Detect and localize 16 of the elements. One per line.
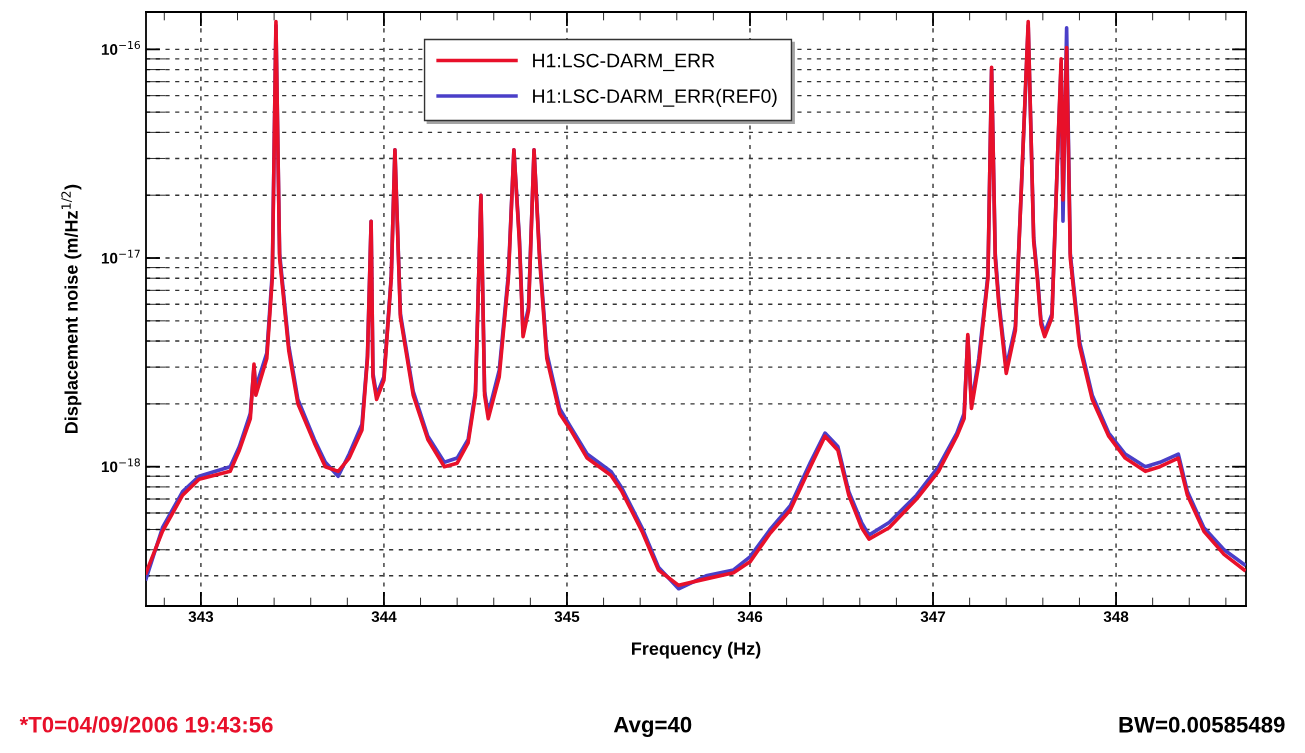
y-tick-label: 10$^{−18}$ (101, 458, 140, 473)
y-tick-label: 10$^{−17}$ (101, 249, 140, 264)
x-tick-label: 348 (1103, 611, 1129, 623)
legend-label: H1:LSC-DARM_ERR(REF0) (533, 88, 777, 107)
x-tick-label: 345 (554, 611, 580, 623)
y-tick-label: 10$^{−16}$ (101, 40, 140, 55)
text: Avg=40 (613, 716, 692, 737)
legend-label: H1:LSC-DARM_ERR (533, 53, 715, 72)
text: *T0=04/09/2006 19:43:56 (19, 716, 273, 733)
text: BW=0.00585489 (1119, 716, 1285, 733)
x-axis-title: Frequency (Hz) (632, 641, 761, 659)
x-tick-label: 344 (371, 611, 397, 623)
y-axis-title: Displacement noise (m/Hz$^{1/2}$) (61, 184, 82, 434)
x-tick-label: 347 (920, 611, 946, 623)
x-tick-label: 343 (188, 611, 214, 623)
x-tick-label: 346 (737, 611, 763, 623)
